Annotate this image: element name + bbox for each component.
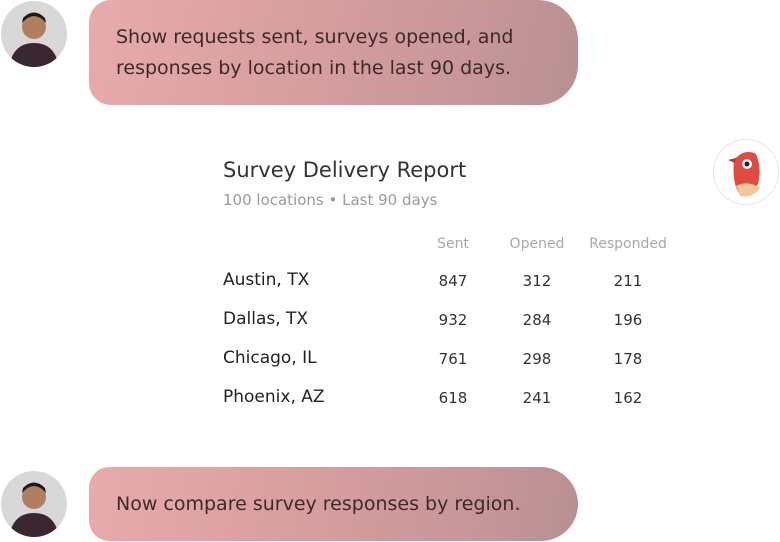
assistant-avatar: [713, 139, 779, 205]
user-avatar: [1, 1, 67, 67]
location-name: Chicago, IL: [223, 348, 317, 368]
table-cell: 241: [522, 389, 552, 407]
table-cell: 298: [522, 350, 552, 368]
avatar-image: [9, 12, 59, 67]
location-name: Dallas, TX: [223, 309, 309, 329]
message-bubble: Now compare survey responses by region.: [89, 467, 578, 541]
table-cell: 178: [613, 350, 643, 368]
table-cell: 932: [438, 311, 468, 329]
user-avatar: [1, 471, 67, 537]
column-header: Sent: [437, 236, 469, 252]
table-cell: 211: [613, 272, 643, 290]
table-cell: 284: [522, 311, 552, 329]
message-bubble: Show requests sent, surveys opened, and …: [89, 0, 578, 105]
table-cell: 196: [613, 311, 643, 329]
column-header: Opened: [509, 236, 565, 252]
table-cell: 162: [613, 389, 643, 407]
avatar-image: [9, 482, 59, 537]
table-cell: 312: [522, 272, 552, 290]
location-name: Phoenix, AZ: [223, 387, 325, 407]
assistant-icon: [728, 152, 760, 197]
table-cell: 618: [438, 389, 468, 407]
column-header: Responded: [589, 236, 667, 252]
table-cell: 761: [438, 350, 468, 368]
table-cell: 847: [438, 272, 468, 290]
report-subtitle: 100 locations • Last 90 days: [223, 191, 438, 209]
report-title: Survey Delivery Report: [223, 158, 467, 182]
location-name: Austin, TX: [223, 270, 310, 290]
